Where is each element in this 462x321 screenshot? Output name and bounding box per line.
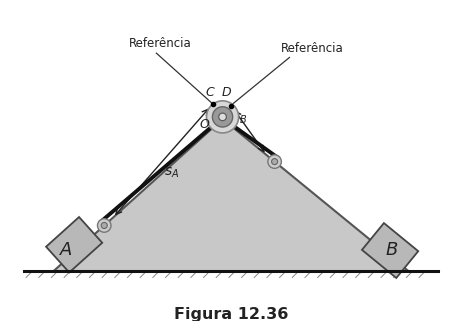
Text: D: D bbox=[222, 86, 231, 99]
Text: Referência: Referência bbox=[281, 42, 344, 56]
Circle shape bbox=[101, 222, 107, 229]
Text: Referência: Referência bbox=[129, 37, 192, 50]
Text: $s_B$: $s_B$ bbox=[232, 112, 247, 126]
Text: Figura 12.36: Figura 12.36 bbox=[174, 307, 288, 321]
Text: O: O bbox=[200, 118, 210, 131]
Circle shape bbox=[219, 113, 226, 121]
Polygon shape bbox=[362, 223, 418, 278]
Circle shape bbox=[207, 101, 238, 133]
Polygon shape bbox=[46, 217, 102, 273]
Text: $s_A$: $s_A$ bbox=[164, 166, 179, 180]
Text: A: A bbox=[60, 241, 72, 259]
Circle shape bbox=[213, 107, 233, 127]
Circle shape bbox=[97, 219, 111, 232]
Text: B: B bbox=[386, 241, 398, 259]
Circle shape bbox=[272, 159, 278, 165]
Text: C: C bbox=[206, 86, 214, 99]
Circle shape bbox=[268, 155, 281, 168]
Polygon shape bbox=[54, 119, 408, 271]
